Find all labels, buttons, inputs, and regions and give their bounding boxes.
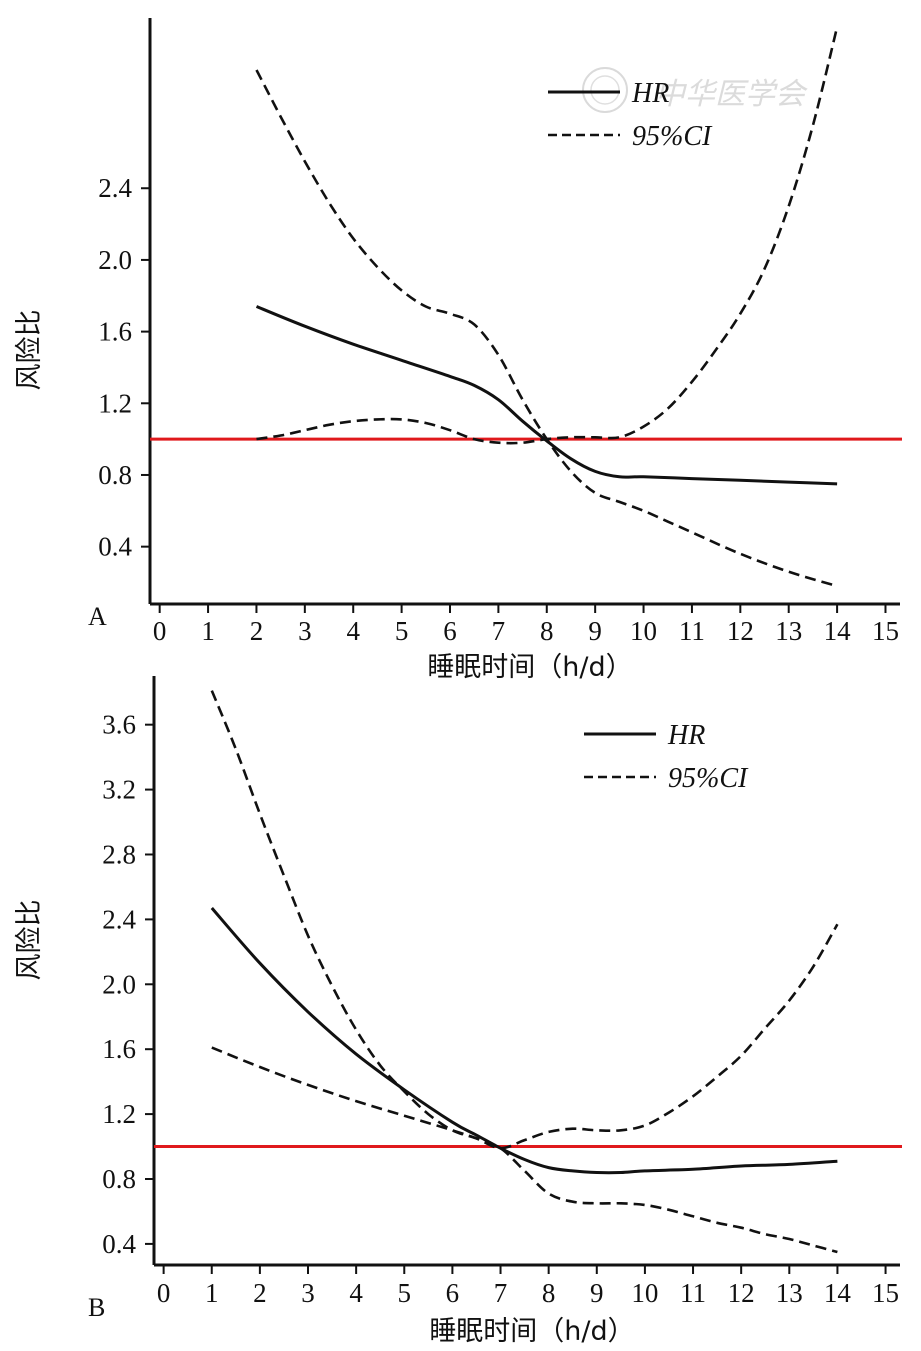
x-tick-label: 6 (443, 616, 457, 646)
legend-label-hr: HR (631, 78, 669, 109)
x-tick-label: 2 (253, 1278, 267, 1308)
x-axis-label: 睡眠时间（h/d） (429, 1316, 634, 1347)
y-tick-label: 0.4 (98, 532, 132, 562)
hr-line (255, 305, 838, 486)
y-tick-label: 3.6 (102, 710, 136, 740)
x-tick-label: 1 (205, 1278, 219, 1308)
watermark: 中华医学会 (582, 67, 808, 113)
x-tick-label: 11 (680, 1278, 706, 1308)
watermark-seal-inner (590, 75, 620, 105)
x-tick-label: 7 (492, 616, 506, 646)
ci-lower-line (256, 26, 839, 445)
panel-b: 0.40.81.21.62.02.42.83.23.60 1 2 3 4 5 6 7 8 9 10 1… (14, 676, 902, 1347)
x-tick-label: 15 (872, 1278, 899, 1308)
x-tick-label: 9 (590, 1278, 604, 1308)
x-tick-label: 14 (824, 1278, 852, 1308)
ci-lower-line (211, 923, 839, 1150)
x-tick-label: 3 (301, 1278, 315, 1308)
x-tick-label: 3 (298, 616, 312, 646)
y-tick-label: 1.6 (102, 1034, 136, 1064)
y-tick-label: 1.2 (98, 388, 132, 418)
legend: HR 95%CI (584, 720, 749, 794)
x-tick-label: 15 (872, 616, 899, 646)
y-axis-label: 风险比 (14, 900, 45, 981)
x-tick-label: 11 (679, 616, 705, 646)
x-tick-label: 5 (398, 1278, 412, 1308)
x-tick-label: 4 (346, 616, 360, 646)
x-axis-label: 睡眠时间（h/d） (427, 652, 632, 683)
ci-upper-line (255, 69, 838, 588)
y-tick-label: 0.4 (102, 1229, 136, 1259)
x-tick-label: 10 (631, 1278, 658, 1308)
y-tick-label: 3.2 (102, 775, 136, 805)
x-tick-label: 10 (630, 616, 657, 646)
panel-a: 0.40.81.21.62.02.40 1 2 3 4 5 6 7 8 9 10 11 12 13 14 15… (14, 18, 902, 683)
x-tick-label: 0 (153, 616, 167, 646)
y-tick-label: 1.6 (98, 317, 132, 347)
y-tick-label: 1.2 (102, 1099, 136, 1129)
legend-label-ci: 95%CI (632, 121, 713, 152)
y-tick-label: 2.4 (102, 904, 136, 934)
x-tick-label: 7 (494, 1278, 508, 1308)
ci-upper-line (210, 690, 838, 1254)
x-tick-label: 5 (395, 616, 409, 646)
y-tick-label: 2.0 (98, 245, 132, 275)
x-tick-label: 8 (542, 1278, 556, 1308)
x-tick-label: 14 (824, 616, 852, 646)
legend-label-hr: HR (667, 720, 705, 751)
watermark-seal-icon (582, 67, 628, 113)
x-tick-label: 1 (201, 616, 215, 646)
y-tick-label: 2.0 (102, 969, 136, 999)
watermark-text: 中华医学会 (655, 77, 808, 112)
y-tick-label: 0.8 (102, 1164, 136, 1194)
x-tick-label: 12 (727, 616, 754, 646)
x-tick-label: 2 (250, 616, 264, 646)
panel-label: B (88, 1293, 105, 1322)
x-tick-label: 12 (728, 1278, 755, 1308)
hr-line (210, 907, 838, 1175)
x-tick-label: 6 (446, 1278, 460, 1308)
x-tick-label: 13 (775, 616, 802, 646)
x-tick-label: 0 (157, 1278, 171, 1308)
legend: HR 95%CI (548, 78, 713, 152)
x-tick-label: 13 (776, 1278, 803, 1308)
y-axis-label: 风险比 (14, 310, 45, 391)
x-tick-label: 8 (540, 616, 554, 646)
y-tick-label: 2.4 (98, 173, 132, 203)
y-tick-label: 2.8 (102, 839, 136, 869)
legend-label-ci: 95%CI (668, 763, 749, 794)
x-tick-label: 9 (588, 616, 602, 646)
panel-label: A (88, 602, 107, 631)
y-tick-label: 0.8 (98, 460, 132, 490)
x-tick-label: 4 (349, 1278, 363, 1308)
